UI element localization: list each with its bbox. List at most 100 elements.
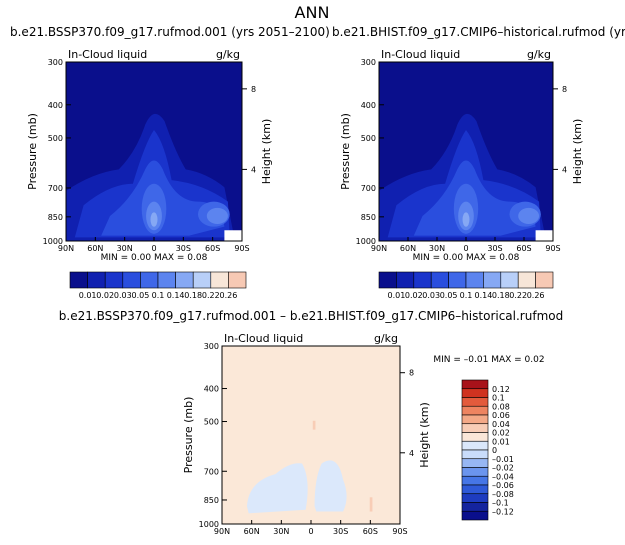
x-tick-label: 90N <box>58 244 74 253</box>
y-tick-label: 850 <box>204 496 219 505</box>
colorbar-label: 0.18 <box>184 291 202 300</box>
missing-data-region <box>224 230 242 241</box>
contour-level-5-south <box>206 207 228 224</box>
colorbar-box <box>461 458 489 468</box>
y-tick-label: 1000 <box>356 237 376 246</box>
x-tick-label: 90S <box>392 527 407 536</box>
x-tick-label: 0 <box>463 244 468 253</box>
y-tick-label: 1000 <box>199 520 219 529</box>
colorbar-label: 0.01 <box>79 291 97 300</box>
colorbar-box <box>461 484 489 495</box>
colorbar-box <box>461 440 489 451</box>
colorbar-box <box>461 502 489 512</box>
contour-layer <box>66 113 242 241</box>
panel-1: b.e21.BSSP370.f09_g17.rufmod.001 (yrs 20… <box>10 25 330 300</box>
colorbar-label: –0.1 <box>492 499 509 508</box>
colorbar-label: –0.04 <box>492 472 514 481</box>
colorbar-box <box>69 271 88 289</box>
panel-diff: b.e21.BSSP370.f09_g17.rufmod.001 – b.e21… <box>59 309 563 536</box>
colorbar-label: –0.12 <box>492 507 514 516</box>
colorbar-label: 0.03 <box>114 291 132 300</box>
y-tick-label: 500 <box>361 134 376 143</box>
colorbar-box <box>461 475 489 486</box>
x-tick-label: 60S <box>205 244 220 253</box>
colorbar-label: 0.26 <box>219 291 237 300</box>
height-tick-label: 4 <box>562 165 567 174</box>
stats-text: MIN = 0.00 MAX = 0.08 <box>101 253 208 263</box>
colorbar-label: 0.14 <box>474 291 492 300</box>
y-tick-label: 700 <box>48 184 63 193</box>
panel-title: b.e21.BHIST.f09_g17.CMIP6–historical.ruf… <box>332 25 625 39</box>
colorbar-box <box>448 271 467 289</box>
colorbar-label: 0.12 <box>492 385 510 394</box>
panel-2: b.e21.BHIST.f09_g17.CMIP6–historical.ruf… <box>332 25 625 300</box>
colorbar-box <box>430 271 449 289</box>
height-axis-label: Height (km) <box>571 119 584 185</box>
x-tick-label: 0 <box>308 527 313 536</box>
panel-title: b.e21.BSSP370.f09_g17.rufmod.001 – b.e21… <box>59 309 563 323</box>
y-tick-label: 850 <box>48 213 63 222</box>
colorbar-box <box>210 271 229 289</box>
colorbar-box <box>461 467 489 477</box>
colorbar-label: 0.02 <box>405 291 423 300</box>
negative-region-south <box>314 460 347 512</box>
x-tick-label: 60N <box>244 527 260 536</box>
x-tick-label: 30N <box>273 527 289 536</box>
x-tick-label: 30S <box>487 244 502 253</box>
colorbar-label: 0.26 <box>527 291 545 300</box>
panel-title: b.e21.BSSP370.f09_g17.rufmod.001 (yrs 20… <box>10 25 330 39</box>
stats-text: MIN = 0.00 MAX = 0.08 <box>413 253 520 263</box>
y-tick-label: 400 <box>48 101 63 110</box>
y-axis-label: Pressure (mb) <box>26 113 39 190</box>
y-axis-label: Pressure (mb) <box>339 113 352 190</box>
colorbar-label: 0.01 <box>492 437 510 446</box>
missing-data-region <box>535 230 553 241</box>
colorbar-box <box>104 271 124 289</box>
contour-layer <box>246 420 373 514</box>
height-axis-label: Height (km) <box>260 119 273 185</box>
colorbar-box <box>228 271 247 289</box>
y-tick-label: 500 <box>204 418 219 427</box>
colorbar-label: –0.01 <box>492 455 514 464</box>
x-tick-label: 30N <box>117 244 133 253</box>
height-tick-label: 4 <box>409 449 414 458</box>
height-axis-label: Height (km) <box>418 402 431 468</box>
colorbar-box <box>175 271 194 289</box>
colorbar-label: 0 <box>492 446 497 455</box>
negative-region-north <box>246 463 308 514</box>
colorbar-box <box>87 271 106 289</box>
x-tick-label: 90N <box>371 244 387 253</box>
colorbar-box <box>122 271 141 289</box>
colorbar-box <box>461 414 489 425</box>
colorbar-label: 0.22 <box>509 291 527 300</box>
x-tick-label: 90S <box>545 244 560 253</box>
colorbar-label: 0.1 <box>492 394 505 403</box>
colorbar-box <box>461 397 489 407</box>
colorbar-box <box>461 493 489 503</box>
variable-label: In-Cloud liquid <box>381 48 460 61</box>
colorbar-label: 0.05 <box>440 291 458 300</box>
contour-level-6 <box>150 212 158 227</box>
y-tick-label: 700 <box>204 467 219 476</box>
y-tick-label: 300 <box>361 58 376 67</box>
x-tick-label: 60N <box>87 244 103 253</box>
colorbar-label: –0.06 <box>492 481 514 490</box>
colorbar-box <box>413 271 432 289</box>
x-tick-label: 60S <box>516 244 531 253</box>
x-tick-label: 60S <box>363 527 378 536</box>
colorbar-label: 0.01 <box>387 291 405 300</box>
colorbar-box <box>461 432 489 442</box>
y-tick-label: 500 <box>48 134 63 143</box>
height-tick-label: 8 <box>251 85 256 94</box>
colorbar-label: 0.14 <box>167 291 185 300</box>
x-tick-label: 0 <box>151 244 156 253</box>
colorbar-box <box>517 271 536 289</box>
y-tick-label: 400 <box>361 101 376 110</box>
colorbar-box <box>461 449 489 460</box>
y-tick-label: 400 <box>204 385 219 394</box>
colorbar-label: 0.04 <box>492 420 510 429</box>
contour-layer <box>379 113 553 241</box>
colorbar-label: 0.02 <box>492 429 510 438</box>
colorbar-label: 0.18 <box>492 291 510 300</box>
